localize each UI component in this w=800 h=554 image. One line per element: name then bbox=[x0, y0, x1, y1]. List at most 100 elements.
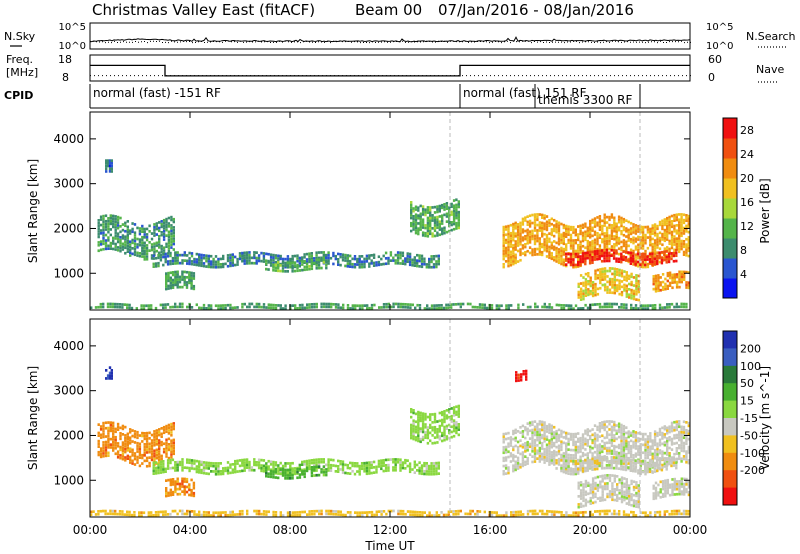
heatmap-cell bbox=[346, 466, 349, 470]
heatmap-cell bbox=[584, 262, 587, 266]
heatmap-cell bbox=[421, 221, 425, 224]
heatmap-cell bbox=[514, 468, 517, 472]
heatmap-cell bbox=[628, 293, 631, 297]
heatmap-cell bbox=[528, 214, 532, 218]
heatmap-cell bbox=[248, 466, 251, 469]
heatmap-cell bbox=[533, 444, 537, 447]
heatmap-cell bbox=[114, 228, 117, 232]
heatmap-cell bbox=[143, 454, 146, 457]
heatmap-cell bbox=[169, 491, 172, 494]
heatmap-cell bbox=[611, 291, 614, 295]
heatmap-cell bbox=[202, 306, 206, 310]
heatmap-cell bbox=[274, 513, 278, 517]
heatmap-cell bbox=[408, 258, 412, 261]
heatmap-cell bbox=[565, 227, 568, 231]
heatmap-cell bbox=[457, 200, 460, 203]
heatmap-cell bbox=[455, 421, 458, 424]
heatmap-cell bbox=[634, 441, 638, 445]
heatmap-cell bbox=[680, 278, 683, 281]
heatmap-cell bbox=[185, 283, 189, 287]
heatmap-cell bbox=[265, 306, 268, 309]
heatmap-cell bbox=[305, 268, 309, 271]
heatmap-cell bbox=[632, 241, 635, 245]
heatmap-cell bbox=[639, 244, 642, 247]
heatmap-cell bbox=[553, 510, 556, 514]
heatmap-cell bbox=[613, 275, 616, 279]
heatmap-cell bbox=[112, 424, 115, 427]
heatmap-cell bbox=[627, 451, 630, 455]
heatmap-cell bbox=[158, 450, 161, 453]
heatmap-cell bbox=[298, 463, 301, 467]
heatmap-cell bbox=[303, 475, 306, 479]
heatmap-cell bbox=[577, 437, 580, 441]
heatmap-cell bbox=[419, 217, 422, 221]
heatmap-cell bbox=[305, 260, 309, 264]
heatmap-cell bbox=[181, 460, 184, 464]
heatmap-cell bbox=[629, 232, 633, 236]
heatmap-cell bbox=[603, 267, 607, 270]
heatmap-cell bbox=[241, 469, 244, 473]
heatmap-cell bbox=[255, 302, 258, 306]
heatmap-cell bbox=[171, 478, 175, 481]
heatmap-cell bbox=[455, 216, 458, 220]
heatmap-cell bbox=[653, 255, 657, 258]
heatmap-cell bbox=[126, 513, 129, 517]
heatmap-cell bbox=[102, 217, 105, 221]
heatmap-cell bbox=[606, 305, 609, 309]
heatmap-cell bbox=[136, 245, 139, 249]
heatmap-cell bbox=[591, 303, 594, 307]
heatmap-cell bbox=[562, 304, 566, 307]
heatmap-cell bbox=[114, 217, 117, 221]
heatmap-cell bbox=[372, 264, 376, 267]
heatmap-cell bbox=[562, 462, 565, 466]
heatmap-cell bbox=[584, 442, 587, 446]
heatmap-cell bbox=[611, 272, 614, 276]
heatmap-cell bbox=[119, 241, 122, 245]
heatmap-cell bbox=[430, 462, 433, 465]
heatmap-cell bbox=[652, 287, 655, 291]
heatmap-cell bbox=[634, 248, 638, 251]
heatmap-cell bbox=[219, 472, 222, 476]
heatmap-cell bbox=[396, 253, 400, 257]
heatmap-cell bbox=[341, 460, 345, 464]
heatmap-cell bbox=[512, 467, 515, 470]
heatmap-cell bbox=[277, 261, 280, 264]
heatmap-cell bbox=[666, 306, 669, 309]
heatmap-cell bbox=[572, 265, 575, 269]
heatmap-cell bbox=[414, 436, 418, 439]
heatmap-cell bbox=[516, 440, 520, 444]
heatmap-cell bbox=[593, 255, 597, 259]
heatmap-cell bbox=[627, 432, 630, 436]
heatmap-cell bbox=[432, 255, 436, 258]
heatmap-cell bbox=[550, 241, 553, 245]
heatmap-cell bbox=[410, 229, 413, 233]
heatmap-cell bbox=[279, 264, 282, 267]
heatmap-cell bbox=[373, 513, 376, 517]
heatmap-cell bbox=[110, 374, 113, 378]
heatmap-cell bbox=[198, 306, 201, 310]
heatmap-cell bbox=[589, 222, 592, 226]
heatmap-cell bbox=[358, 464, 361, 468]
heatmap-cell bbox=[610, 441, 614, 445]
heatmap-cell bbox=[166, 461, 170, 465]
heatmap-cell bbox=[153, 228, 156, 232]
heatmap-cell bbox=[377, 260, 381, 264]
heatmap-cell bbox=[138, 241, 142, 244]
heatmap-cell bbox=[654, 511, 657, 514]
heatmap-cell bbox=[429, 413, 432, 416]
heatmap-cell bbox=[424, 436, 427, 439]
heatmap-cell bbox=[678, 218, 681, 222]
heatmap-cell bbox=[162, 303, 165, 307]
heatmap-cell bbox=[417, 222, 420, 225]
heatmap-cell bbox=[591, 226, 594, 230]
heatmap-cell bbox=[521, 252, 525, 255]
heatmap-cell bbox=[507, 304, 510, 307]
heatmap-cell bbox=[150, 450, 154, 453]
heatmap-cell bbox=[565, 447, 568, 451]
heatmap-cell bbox=[365, 260, 369, 263]
heatmap-cell bbox=[543, 227, 546, 231]
heatmap-cell bbox=[150, 441, 154, 445]
heatmap-cell bbox=[413, 465, 416, 469]
heatmap-cell bbox=[243, 254, 246, 257]
heatmap-cell bbox=[169, 466, 172, 470]
